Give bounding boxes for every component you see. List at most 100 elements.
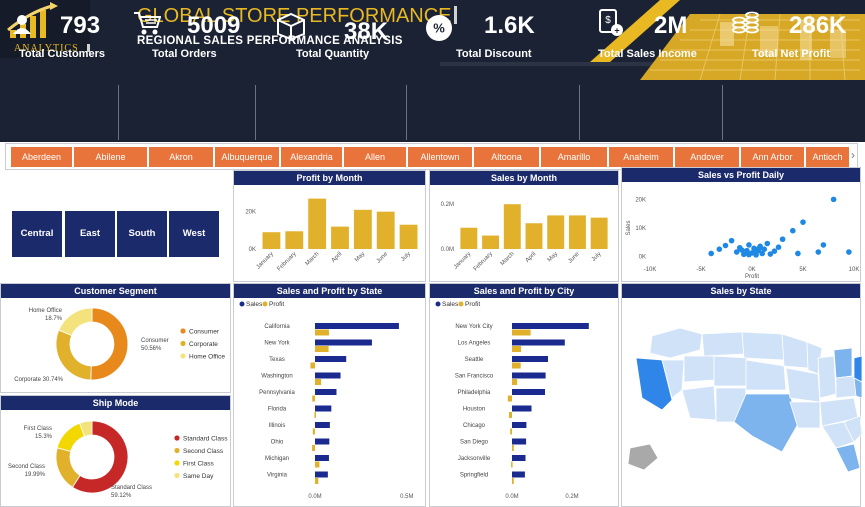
profit-bar (512, 346, 521, 352)
profit-by-month-panel: Profit by Month 0K 20K January February Marc… (233, 170, 426, 282)
slice-label: Consumer (141, 338, 169, 344)
kpi-divider (118, 85, 119, 140)
scatter-point (756, 245, 762, 252)
x-tick-label: April (331, 251, 344, 264)
category-label: Washington (261, 374, 292, 380)
city-slicer-item[interactable]: Abilene (74, 147, 147, 167)
scatter-point (846, 249, 852, 255)
x-tick-label: January (255, 251, 274, 270)
panel-title: Profit by Month (234, 171, 425, 185)
donut-slice (55, 329, 92, 381)
month-bar (460, 227, 478, 249)
profit-bar (512, 379, 518, 385)
chevron-right-icon[interactable]: › (851, 148, 855, 162)
map-state-dakotas (741, 331, 785, 361)
city-slicer-item[interactable]: Akron (149, 147, 213, 167)
city-slicer-item[interactable]: Ann Arbor (741, 147, 804, 167)
month-bar (331, 226, 349, 249)
sales-bar (315, 405, 332, 412)
scatter-point (830, 196, 837, 203)
sales-bar (512, 438, 527, 445)
sales-bar (315, 339, 372, 346)
category-label: Florida (268, 407, 287, 413)
legend-label: Corporate (189, 341, 218, 348)
month-bar (376, 211, 395, 249)
region-button-central[interactable]: Central (12, 211, 62, 257)
slice-label: 15.3% (35, 434, 53, 440)
y-tick-label: 0K (249, 247, 256, 253)
region-button-west[interactable]: West (169, 211, 219, 257)
legend-marker (174, 447, 180, 454)
city-slicer-item[interactable]: Amarillo (541, 147, 607, 167)
profit-bar (315, 379, 322, 385)
scatter-point (795, 250, 801, 257)
slice-label: Corporate 30.74% (14, 377, 63, 383)
sales-by-month-panel: Sales by Month 0.0M 0.2M January February Ma… (429, 170, 619, 282)
sales-bar (315, 389, 337, 395)
profit-bar (512, 478, 514, 484)
city-slicer-item[interactable]: Anaheim (609, 147, 673, 167)
slice-label: Home Office (29, 308, 63, 314)
x-tick-label: 0K (748, 267, 755, 273)
sales-bar (512, 323, 589, 329)
x-tick-label: 10K (849, 267, 860, 273)
city-slicer-item[interactable]: Altoona (474, 147, 539, 167)
scatter-point (764, 240, 771, 247)
month-bar (525, 223, 543, 249)
scatter-point (820, 242, 827, 248)
x-tick-label: March (500, 251, 516, 267)
city-slicer-item[interactable]: Aberdeen (11, 147, 72, 167)
sales-by-state-panel: Sales by State (621, 283, 862, 507)
scatter-point (746, 242, 752, 248)
y-tick-label: 0K (639, 254, 646, 260)
logo-text: ANALYTICS (14, 43, 79, 54)
profit-bar (512, 445, 514, 451)
region-button-east[interactable]: East (65, 211, 115, 257)
sales-profit-city-panel: Sales and Profit by City Sales Profit New … (429, 283, 619, 507)
region-button-south[interactable]: South (117, 211, 167, 257)
sales-profit-city-chart: Sales Profit New York City Los Angeles Seatt… (435, 301, 589, 500)
x-tick-label: February (276, 251, 297, 272)
profit-bar (312, 428, 315, 435)
legend-label: Standard Class (183, 435, 228, 442)
legend-marker (180, 328, 186, 334)
month-bar (568, 215, 586, 249)
city-slicer-item[interactable]: Alexandria (281, 147, 342, 167)
profit-bar (511, 461, 513, 468)
panel-title: Customer Segment (1, 284, 230, 298)
x-tick-label: 5K (799, 267, 806, 273)
slice-label: 59.12% (111, 493, 132, 499)
city-slicer-item[interactable]: Albuquerque (215, 147, 279, 167)
x-tick-label: -10K (644, 267, 657, 273)
donut-slice (71, 420, 129, 494)
map-state-pennsylvania (853, 377, 862, 399)
slice-label: 18.7% (45, 316, 63, 322)
city-slicer: Aberdeen Abilene Akron Albuquerque Alexandri… (5, 143, 858, 170)
scatter-point (739, 247, 745, 253)
header-banner: ANALYTICS GLOBAL STORE PERFORMANCE REGIO… (0, 0, 865, 80)
slice-label: 50.56% (141, 346, 162, 352)
map-state-new-york (853, 355, 862, 383)
profit-bar (310, 362, 315, 369)
city-slicer-item[interactable]: Andover (675, 147, 739, 167)
svg-text:%: % (433, 21, 445, 36)
sales-profit-state-chart: Sales Profit California New York Texas Washin… (239, 301, 413, 500)
city-slicer-item[interactable]: Allen (344, 147, 406, 167)
legend-marker (174, 460, 180, 466)
coins-icon (732, 11, 759, 34)
page-subtitle: REGIONAL SALES PERFORMANCE ANALYSIS (137, 35, 403, 47)
legend-marker (239, 301, 245, 307)
panel-title: Sales and Profit by City (430, 284, 618, 298)
x-tick-label: 0.2M (565, 494, 578, 500)
kpi-bar (0, 80, 865, 142)
ship-mode-chart: Standard Class Second Class First Class Sam… (8, 420, 228, 499)
donut-slice (55, 447, 81, 488)
city-slicer-item[interactable]: Antioch (806, 147, 849, 167)
x-tick-label: 0.5M (400, 494, 413, 500)
slice-label: Standard Class (111, 485, 152, 491)
kpi-total-orders: 5009 Total Orders (119, 4, 255, 60)
city-slicer-item[interactable]: Allentown (408, 147, 472, 167)
sales-bar (315, 455, 329, 461)
category-label: Texas (269, 357, 285, 363)
category-label: San Diego (460, 440, 489, 446)
